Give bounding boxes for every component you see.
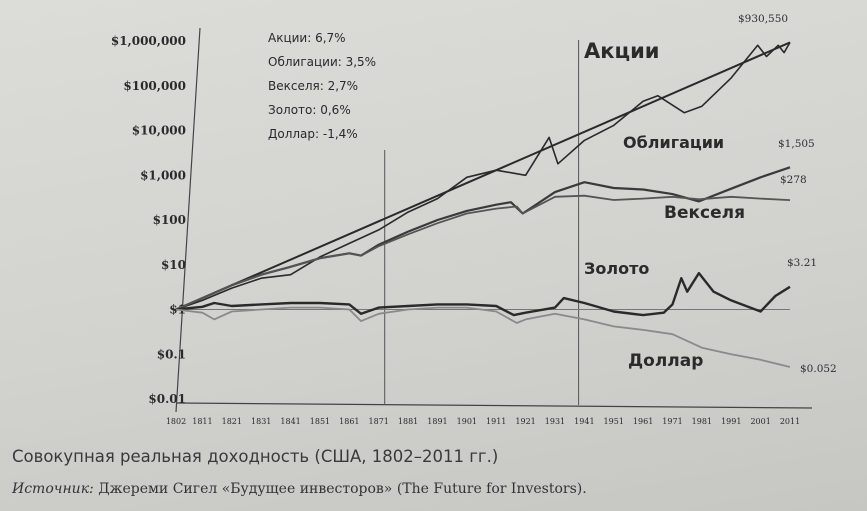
end-label-3: $3.21 — [787, 257, 817, 269]
legend-entry-1: Облигации: 3,5% — [268, 55, 376, 69]
x-tick-label-2001: 2001 — [750, 417, 770, 426]
x-tick-label-1941: 1941 — [574, 417, 594, 426]
x-tick-label-1861: 1861 — [339, 417, 359, 426]
source-line: Источник: Джереми Сигел «Будущее инвесто… — [12, 481, 587, 497]
x-tick-label-1901: 1901 — [457, 417, 477, 426]
y-tick-label-0: $1,000,000 — [111, 34, 186, 48]
y-tick-label-7: $0.1 — [157, 347, 186, 361]
series-line-3 — [175, 271, 791, 317]
x-tick-label-1811: 1811 — [192, 417, 212, 426]
x-tick-label-1961: 1961 — [633, 417, 653, 426]
x-tick-label-1911: 1911 — [486, 417, 506, 426]
x-tick-label-1821: 1821 — [222, 417, 242, 426]
x-tick-label-1871: 1871 — [369, 417, 389, 426]
chart-caption: Совокупная реальная доходность (США, 180… — [12, 447, 499, 466]
x-tick-label-1971: 1971 — [662, 417, 682, 426]
end-label-0: $930,550 — [738, 13, 788, 25]
x-tick-label-1831: 1831 — [251, 417, 271, 426]
end-label-4: $0.052 — [800, 363, 837, 375]
x-tick-label-1921: 1921 — [515, 417, 535, 426]
y-tick-label-5: $10 — [161, 258, 186, 272]
x-tick-label-2011: 2011 — [780, 417, 800, 426]
x-tick-label-1991: 1991 — [721, 417, 741, 426]
series-label-0: Акции — [584, 39, 660, 63]
y-tick-label-3: $1,000 — [140, 168, 186, 182]
y-tick-label-4: $100 — [153, 213, 186, 227]
series-label-1: Облигации — [623, 133, 724, 152]
y-tick-label-8: $0.01 — [148, 392, 186, 406]
series-label-2: Векселя — [664, 203, 745, 223]
x-tick-label-1891: 1891 — [427, 417, 447, 426]
series-label-4: Доллар — [628, 351, 703, 371]
source-lead: Источник: — [12, 481, 94, 497]
series-line-2 — [175, 194, 791, 311]
x-tick-label-1851: 1851 — [310, 417, 330, 426]
x-tick-label-1951: 1951 — [604, 417, 624, 426]
x-tick-label-1931: 1931 — [545, 417, 565, 426]
legend-entry-0: Акции: 6,7% — [268, 31, 346, 45]
x-tick-label-1881: 1881 — [398, 417, 418, 426]
series-label-3: Золото — [584, 259, 649, 278]
y-tick-label-2: $10,000 — [132, 124, 186, 138]
legend-entry-4: Доллар: -1,4% — [268, 127, 358, 141]
series-line-4 — [175, 306, 791, 368]
legend-entry-2: Векселя: 2,7% — [268, 79, 358, 93]
x-tick-label-1981: 1981 — [692, 417, 712, 426]
legend-entry-3: Золото: 0,6% — [268, 103, 351, 117]
series-line-0 — [175, 41, 791, 311]
series-line-1 — [175, 166, 791, 311]
x-axis — [175, 402, 813, 409]
end-label-1: $1,505 — [778, 138, 815, 150]
x-tick-label-1841: 1841 — [280, 417, 300, 426]
x-tick-label-1802: 1802 — [166, 417, 186, 426]
y-tick-label-1: $100,000 — [123, 79, 186, 93]
stocks-trend-line — [175, 41, 791, 311]
end-label-2: $278 — [780, 174, 807, 186]
y-axis — [175, 27, 201, 413]
returns-chart: $1,000,000 $100,000 $10,000 $1,000 $100 $10 $1… — [111, 13, 837, 426]
source-text: Джереми Сигел «Будущее инвесторов» (The … — [98, 481, 587, 497]
